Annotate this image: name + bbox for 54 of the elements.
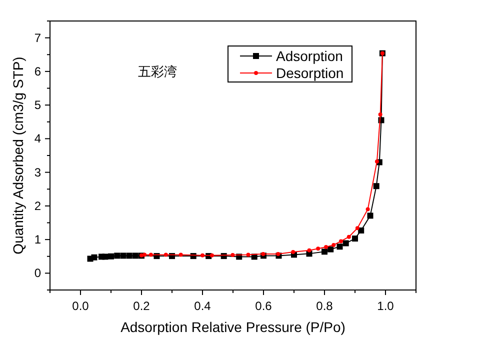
point — [291, 250, 296, 254]
point — [108, 253, 114, 260]
legend-label: Adsorption — [276, 48, 343, 64]
point — [102, 254, 108, 260]
point — [367, 212, 374, 219]
x-tick-label: 0.2 — [133, 299, 150, 313]
x-tick-label: 0.8 — [316, 299, 334, 313]
y-tick-label: 5 — [34, 98, 42, 112]
y-tick-label: 6 — [34, 64, 42, 78]
point — [322, 248, 328, 255]
point — [358, 227, 364, 234]
point — [178, 252, 183, 257]
point — [316, 246, 320, 251]
point — [346, 234, 351, 239]
point — [148, 252, 153, 257]
point — [378, 112, 382, 116]
y-tick-label: 3 — [34, 165, 42, 180]
y-tick-label: 4 — [34, 132, 42, 146]
point — [342, 240, 349, 246]
point — [210, 253, 214, 258]
point — [373, 183, 380, 190]
legend-label: Desorption — [276, 65, 344, 81]
point — [276, 252, 280, 256]
point — [164, 252, 168, 257]
point — [307, 248, 312, 252]
point — [91, 254, 98, 260]
point — [338, 239, 343, 244]
point — [261, 252, 266, 256]
x-tick-label: 0.6 — [255, 299, 272, 313]
y-tick-label: 1 — [34, 232, 42, 247]
point — [355, 226, 360, 230]
y-tick-label: 7 — [34, 30, 42, 45]
y-tick-label: 0 — [34, 266, 42, 280]
point — [126, 252, 132, 259]
point — [200, 253, 204, 258]
x-axis-title: Adsorption Relative Pressure (P/Po) — [120, 319, 346, 335]
point — [230, 253, 235, 258]
x-tick-label: 0.0 — [72, 299, 90, 313]
point — [366, 207, 370, 212]
point — [374, 160, 379, 164]
y-axis-title: Quantity Adsorbed (cm3/g STP) — [10, 56, 26, 254]
x-tick-label: 0.4 — [194, 299, 212, 313]
point — [352, 236, 358, 242]
x-tick-label: 1.0 — [377, 299, 394, 313]
point — [336, 244, 343, 250]
point — [132, 252, 138, 259]
point — [114, 252, 120, 259]
point — [246, 252, 250, 257]
point — [324, 244, 328, 249]
point — [120, 252, 126, 259]
point — [328, 246, 334, 252]
annotation: 五彩湾 — [138, 64, 177, 79]
point — [332, 242, 336, 247]
y-tick-label: 2 — [34, 198, 42, 213]
